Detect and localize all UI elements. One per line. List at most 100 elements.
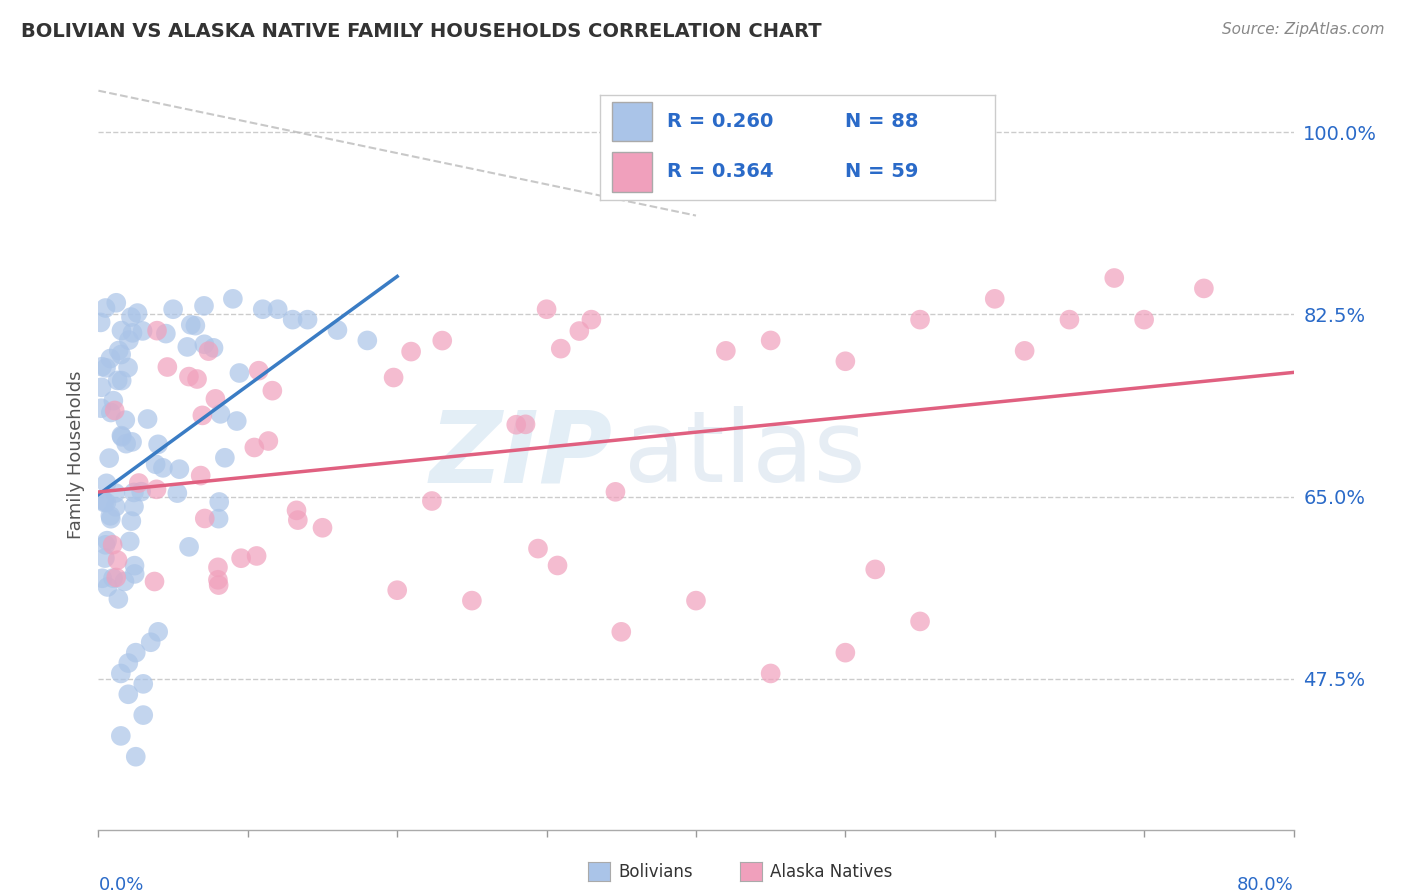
Point — [180, 318, 202, 332]
Point — [110, 729, 132, 743]
Point — [382, 370, 405, 384]
Point — [432, 334, 454, 348]
Point — [281, 312, 304, 326]
Point — [110, 666, 132, 681]
Point — [515, 417, 537, 432]
Point — [104, 500, 127, 514]
Point — [127, 306, 149, 320]
Point — [136, 412, 159, 426]
Point — [155, 326, 177, 341]
Point — [100, 351, 122, 366]
Point — [193, 299, 215, 313]
Point — [243, 441, 266, 455]
Point — [107, 373, 129, 387]
Point — [105, 295, 128, 310]
Point — [128, 476, 150, 491]
Point — [209, 407, 232, 421]
Point — [194, 511, 217, 525]
Point — [103, 393, 125, 408]
Point — [129, 484, 152, 499]
Y-axis label: Family Households: Family Households — [66, 371, 84, 539]
Point — [105, 570, 128, 584]
Point — [197, 344, 219, 359]
Point — [114, 574, 136, 589]
Point — [1059, 312, 1081, 326]
Point — [169, 462, 191, 476]
Point — [225, 414, 247, 428]
Point — [1133, 312, 1156, 326]
Point — [125, 749, 148, 764]
Point — [110, 428, 132, 442]
Point — [297, 312, 319, 326]
Text: atlas: atlas — [624, 407, 866, 503]
Point — [124, 566, 146, 581]
Point — [90, 380, 112, 394]
Point — [96, 495, 118, 509]
Point — [98, 508, 121, 523]
Point — [1014, 343, 1036, 358]
Point — [96, 533, 118, 548]
Point — [246, 549, 269, 563]
Point — [131, 324, 153, 338]
Point — [118, 333, 141, 347]
Point — [214, 450, 236, 465]
Point — [94, 360, 117, 375]
Point — [229, 551, 252, 566]
Point — [98, 451, 121, 466]
Point — [110, 324, 132, 338]
Point — [385, 583, 409, 598]
Point — [156, 359, 179, 374]
Point — [547, 558, 569, 573]
Point — [222, 292, 245, 306]
Point — [132, 708, 155, 723]
Point — [148, 624, 170, 639]
Point — [505, 417, 527, 432]
Point — [550, 342, 572, 356]
Point — [120, 514, 142, 528]
Point — [117, 656, 139, 670]
Point — [207, 511, 229, 525]
Point — [101, 571, 124, 585]
Point — [204, 392, 226, 406]
Point — [207, 560, 229, 574]
Point — [1104, 271, 1126, 285]
Point — [984, 292, 1007, 306]
Point — [107, 591, 129, 606]
Point — [177, 369, 200, 384]
Point — [94, 301, 117, 315]
Point — [120, 310, 142, 324]
Point — [1192, 281, 1215, 295]
Point — [117, 687, 139, 701]
Point — [865, 562, 887, 576]
Text: Alaska Natives: Alaska Natives — [770, 863, 893, 881]
Point — [91, 359, 114, 374]
Point — [285, 503, 308, 517]
Point — [759, 334, 782, 348]
Point — [834, 646, 856, 660]
Point — [121, 434, 143, 449]
Text: 0.0%: 0.0% — [98, 876, 143, 892]
Point — [107, 343, 129, 358]
Point — [162, 302, 184, 317]
Point — [287, 513, 309, 527]
Point — [461, 593, 484, 607]
Point — [104, 486, 127, 500]
Point — [111, 374, 134, 388]
Point — [101, 538, 124, 552]
Point — [311, 521, 333, 535]
Point — [94, 551, 117, 566]
Point — [420, 494, 443, 508]
Point — [714, 343, 737, 358]
Point — [208, 578, 231, 592]
Point — [96, 476, 118, 491]
Point — [104, 403, 127, 417]
Point — [100, 512, 122, 526]
Point — [186, 372, 208, 386]
Point — [115, 436, 138, 450]
Point — [177, 540, 200, 554]
Point — [252, 302, 274, 317]
Point — [247, 364, 270, 378]
Point — [190, 468, 212, 483]
Point — [759, 666, 782, 681]
Point — [207, 573, 229, 587]
